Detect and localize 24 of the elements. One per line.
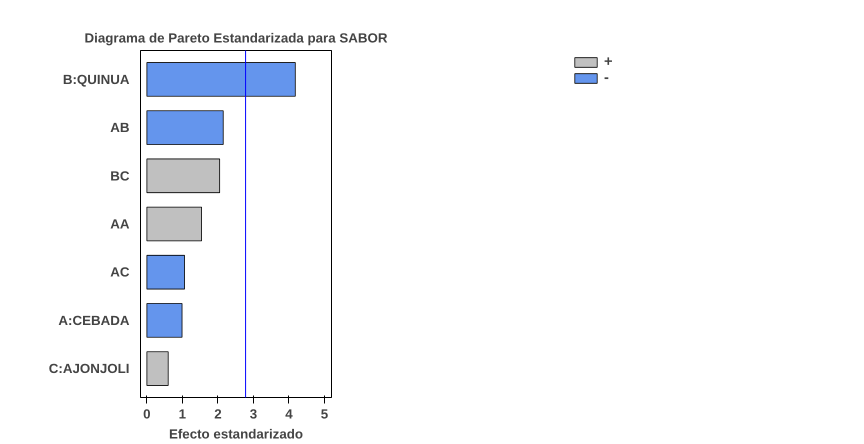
x-tick-label: 3 [250, 406, 258, 422]
x-tick-label: 1 [178, 406, 187, 422]
y-tick-label: AC [110, 264, 130, 280]
chart-title: Diagrama de Pareto Estandarizada para SABOR [84, 30, 388, 46]
legend-label: - [604, 70, 610, 86]
x-tick-label: 0 [143, 406, 151, 422]
y-tick-label: AA [110, 216, 130, 232]
x-tick-label: 4 [285, 406, 294, 422]
bar [146, 62, 296, 97]
bar [146, 303, 182, 338]
x-tick-label: 5 [320, 406, 329, 422]
y-tick-label: B:QUINUA [62, 72, 130, 87]
bar [146, 351, 169, 386]
bar [146, 254, 185, 290]
x-axis-title: Efecto estandarizado [168, 426, 304, 442]
y-tick-label: AB [110, 120, 130, 136]
y-tick-label: BC [110, 168, 130, 184]
bar [146, 158, 220, 194]
x-tick-label: 2 [214, 406, 222, 422]
y-tick-label: C:AJONJOLI [48, 361, 130, 376]
legend-label: + [604, 54, 614, 70]
y-tick-label: A:CEBADA [58, 312, 130, 328]
bar [146, 110, 224, 145]
bar [146, 206, 202, 242]
